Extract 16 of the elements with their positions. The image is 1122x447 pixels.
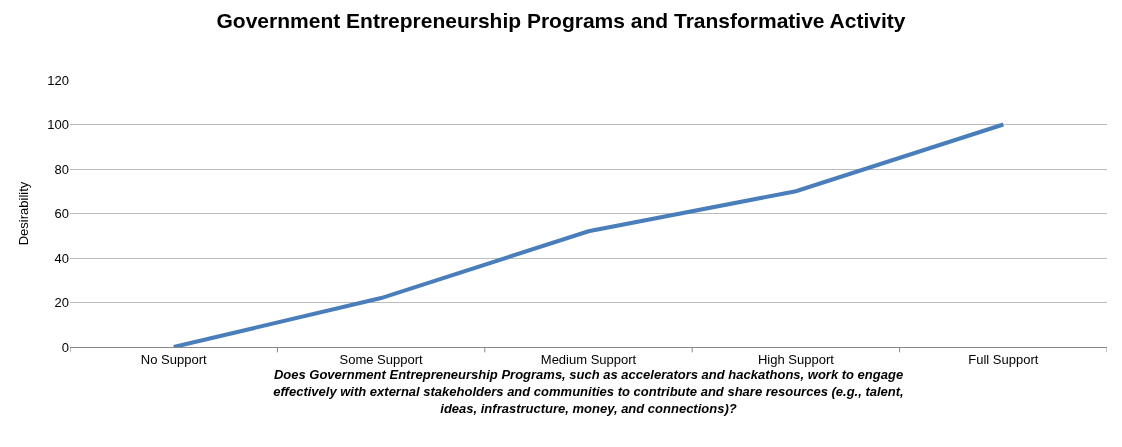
y-tick-label: 120 bbox=[47, 72, 69, 88]
x-tick-label: High Support bbox=[757, 351, 835, 367]
y-axis-title: Desirability bbox=[16, 181, 32, 246]
chart-title: Government Entrepreneurship Programs and Transformative Activity bbox=[216, 9, 906, 33]
x-tick-label: Medium Support bbox=[540, 351, 637, 367]
y-tick-label: 40 bbox=[54, 250, 69, 266]
x-axis-title: Does Government Entrepreneurship Programs, such as accelerators and hackathons, work to engage effectively with external stakeholders and communities to contribute and share resources (e.g., talent, ideas, infrastructure, money, and connections)? bbox=[273, 367, 904, 416]
x-tick-label: Full Support bbox=[968, 351, 1039, 367]
x-tick-label: No Support bbox=[140, 351, 207, 367]
y-tick-label: 20 bbox=[54, 295, 69, 311]
line-series bbox=[171, 122, 1006, 347]
y-tick-label: 100 bbox=[47, 117, 69, 133]
x-tick-label: Some Support bbox=[339, 351, 424, 367]
y-tick-label: 60 bbox=[54, 206, 69, 222]
y-tick-label: 80 bbox=[54, 161, 69, 177]
y-tick-label: 0 bbox=[61, 339, 69, 355]
